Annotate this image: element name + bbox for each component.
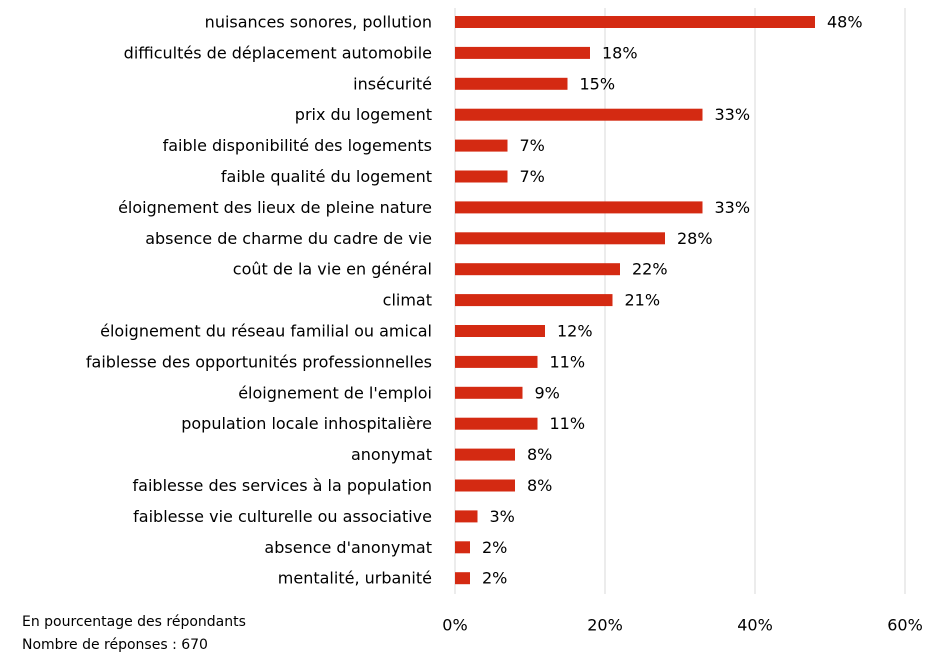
value-label: 28% <box>677 229 713 248</box>
value-label: 48% <box>827 13 863 32</box>
x-tick-label: 40% <box>737 616 773 635</box>
value-label: 21% <box>625 291 661 310</box>
y-tick-label: prix du logement <box>295 105 432 124</box>
y-tick-label: éloignement de l'emploi <box>238 383 432 402</box>
bar <box>455 77 568 90</box>
bar <box>455 541 470 554</box>
y-tick-label: faiblesse des services à la population <box>133 476 432 495</box>
y-tick-label: faible disponibilité des logements <box>163 136 432 155</box>
bar <box>455 448 515 461</box>
value-label: 7% <box>520 167 545 186</box>
y-tick-label: population locale inhospitalière <box>181 414 432 433</box>
bar <box>455 108 703 121</box>
value-label: 9% <box>535 383 560 402</box>
value-label: 3% <box>490 507 515 526</box>
value-label: 2% <box>482 538 507 557</box>
value-label: 8% <box>527 445 552 464</box>
bar <box>455 355 538 368</box>
bar <box>455 386 523 399</box>
y-tick-label: faiblesse des opportunités professionnel… <box>86 352 432 371</box>
y-tick-label: absence de charme du cadre de vie <box>145 229 432 248</box>
value-label: 15% <box>580 74 616 93</box>
bar <box>455 479 515 492</box>
y-tick-label: coût de la vie en général <box>233 260 432 279</box>
y-tick-label: éloignement du réseau familial ou amical <box>100 322 432 341</box>
value-label: 2% <box>482 569 507 588</box>
y-tick-label: absence d'anonymat <box>264 538 432 557</box>
y-tick-label: faiblesse vie culturelle ou associative <box>133 507 432 526</box>
value-label: 11% <box>550 352 586 371</box>
x-tick-label: 20% <box>587 616 623 635</box>
bar <box>455 201 703 214</box>
y-tick-label: nuisances sonores, pollution <box>205 13 432 32</box>
bar <box>455 294 613 307</box>
bar <box>455 170 508 183</box>
value-label: 33% <box>715 198 751 217</box>
bar <box>455 46 590 59</box>
y-tick-label: difficultés de déplacement automobile <box>124 43 432 62</box>
value-label: 33% <box>715 105 751 124</box>
bar <box>455 417 538 430</box>
bar <box>455 572 470 585</box>
value-label: 8% <box>527 476 552 495</box>
bar <box>455 16 815 28</box>
bar <box>455 232 665 245</box>
bar <box>455 510 478 523</box>
y-tick-label: éloignement des lieux de pleine nature <box>118 198 432 217</box>
value-label: 11% <box>550 414 586 433</box>
value-label: 12% <box>557 322 593 341</box>
y-tick-label: anonymat <box>351 445 432 464</box>
note: Nombre de réponses : 670 <box>22 637 208 653</box>
x-tick-label: 60% <box>887 616 923 635</box>
bar <box>455 139 508 152</box>
x-tick-label: 0% <box>442 616 467 635</box>
y-tick-label: mentalité, urbanité <box>278 569 432 588</box>
value-label: 22% <box>632 260 668 279</box>
bar <box>455 325 545 337</box>
bar <box>455 263 620 276</box>
y-tick-label: faible qualité du logement <box>221 167 432 186</box>
y-tick-label: insécurité <box>353 74 432 93</box>
y-tick-label: climat <box>383 291 432 310</box>
note: En pourcentage des répondants <box>22 614 246 630</box>
value-label: 18% <box>602 43 638 62</box>
value-label: 7% <box>520 136 545 155</box>
